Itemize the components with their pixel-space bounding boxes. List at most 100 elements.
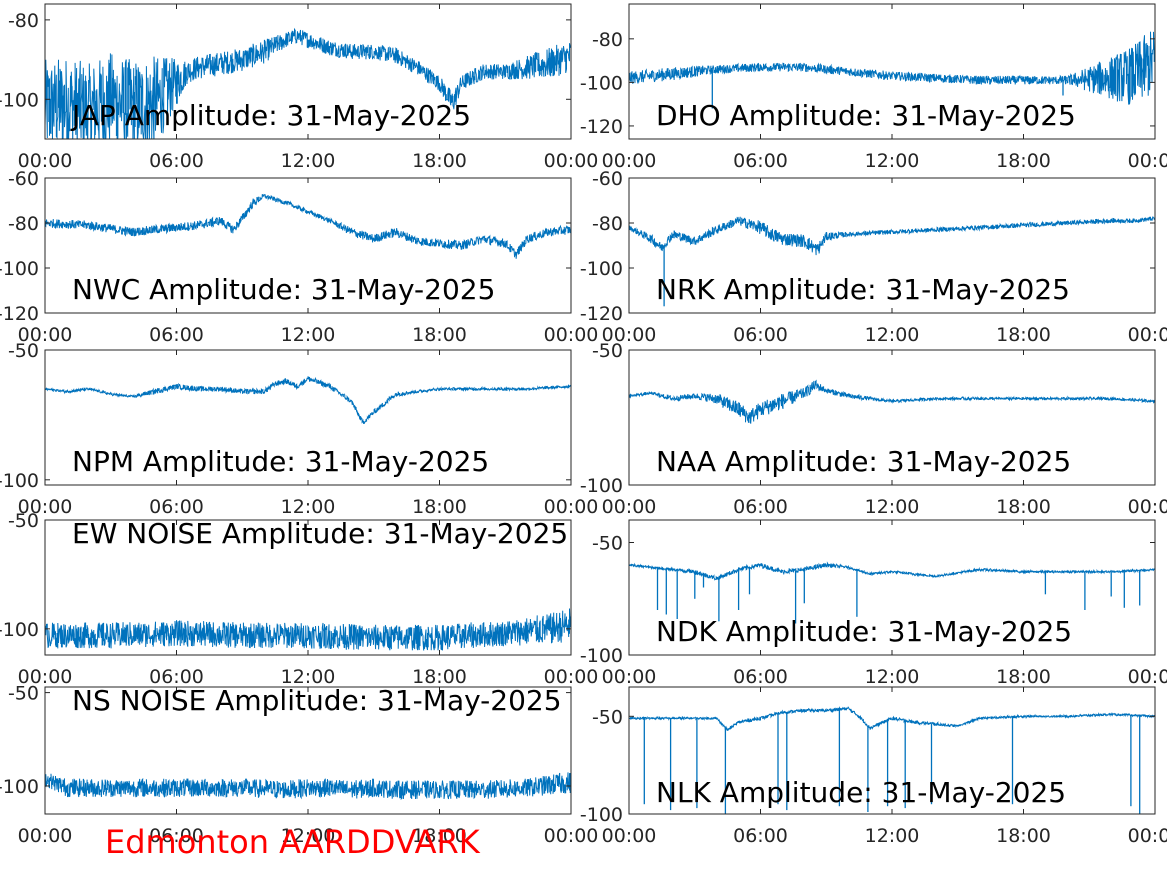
panel-3: 00:00 06:00 12:00 18:00 00:00 -60 -80 -100 -120 N… <box>580 168 1167 346</box>
x-tick-label: 18:00 <box>996 324 1051 346</box>
x-tick-label: 12:00 <box>865 324 920 346</box>
x-tick-label: 00:00 <box>1128 324 1167 346</box>
y-tick-label: -50 <box>592 706 623 728</box>
x-tick-label: 00:00 <box>18 496 73 518</box>
x-tick-label: 00:00 <box>18 825 73 847</box>
y-tick-label: -60 <box>8 168 39 190</box>
y-tick-label: -120 <box>580 116 623 138</box>
panel-1: 00:00 06:00 12:00 18:00 00:00 -80 -100 -120 DHO … <box>580 3 1167 172</box>
panel-7: 00:00 06:00 12:00 18:00 00:00 -50 -100 NDK Ampl… <box>580 519 1167 688</box>
y-tick-label: -50 <box>592 340 623 362</box>
series-trace <box>629 31 1155 105</box>
panel-title: NAA Amplitude: 31-May-2025 <box>656 445 1071 478</box>
y-tick-label: -100 <box>0 258 39 280</box>
y-tick-label: -50 <box>8 683 39 705</box>
panel-title: JAP Amplitude: 31-May-2025 <box>70 99 471 132</box>
x-tick-label: 00:00 <box>1128 666 1167 688</box>
x-tick-label: 06:00 <box>149 150 204 172</box>
y-tick-label: -50 <box>8 340 39 362</box>
x-tick-label: 00:00 <box>602 496 657 518</box>
y-tick-label: -100 <box>580 258 623 280</box>
x-tick-label: 18:00 <box>996 496 1051 518</box>
x-tick-label: 06:00 <box>733 496 788 518</box>
x-tick-label: 18:00 <box>412 150 467 172</box>
x-tick-label: 00:00 <box>602 666 657 688</box>
panel-8: 00:00 06:00 12:00 18:00 00:00 -50 -100 NS NOISE… <box>0 683 598 847</box>
y-tick-label: -100 <box>580 475 623 497</box>
y-tick-label: -80 <box>592 213 623 235</box>
x-tick-label: 18:00 <box>412 666 467 688</box>
x-tick-label: 00:00 <box>1128 825 1167 847</box>
panel-title: DHO Amplitude: 31-May-2025 <box>656 99 1076 132</box>
panel-9: 00:00 06:00 12:00 18:00 00:00 -50 -100 NLK Ampl… <box>580 686 1167 847</box>
series-trace <box>45 608 571 651</box>
x-tick-label: 06:00 <box>149 496 204 518</box>
y-tick-label: -60 <box>592 168 623 190</box>
y-tick-label: -120 <box>580 303 623 325</box>
series-trace <box>45 27 571 139</box>
x-tick-label: 00:00 <box>602 324 657 346</box>
x-tick-label: 00:00 <box>18 324 73 346</box>
panel-title: NS NOISE Amplitude: 31-May-2025 <box>72 684 562 717</box>
y-tick-label: -100 <box>580 804 623 826</box>
series-trace <box>45 772 571 800</box>
x-tick-label: 00:00 <box>544 496 599 518</box>
x-tick-label: 00:00 <box>544 150 599 172</box>
series-trace <box>629 379 1155 424</box>
x-tick-label: 12:00 <box>281 150 336 172</box>
panel-title: NPM Amplitude: 31-May-2025 <box>72 445 489 478</box>
x-tick-label: 06:00 <box>733 666 788 688</box>
x-tick-label: 00:00 <box>18 150 73 172</box>
x-tick-label: 12:00 <box>865 825 920 847</box>
panel-4: 00:00 06:00 12:00 18:00 00:00 -50 -100 NPM Ampl… <box>0 340 598 518</box>
series-trace <box>629 216 1155 256</box>
series-trace <box>629 561 1155 581</box>
x-tick-label: 18:00 <box>996 150 1051 172</box>
panel-5: 00:00 06:00 12:00 18:00 00:00 -50 -100 NAA Ampl… <box>580 340 1167 518</box>
panel-title: NDK Amplitude: 31-May-2025 <box>656 615 1072 648</box>
y-tick-label: -80 <box>8 213 39 235</box>
x-tick-label: 18:00 <box>996 666 1051 688</box>
x-tick-label: 00:00 <box>544 666 599 688</box>
x-tick-label: 06:00 <box>149 825 204 847</box>
panel-title: EW NOISE Amplitude: 31-May-2025 <box>72 517 568 550</box>
panel-title: NRK Amplitude: 31-May-2025 <box>656 273 1070 306</box>
y-tick-label: -100 <box>0 776 39 798</box>
x-tick-label: 00:00 <box>544 324 599 346</box>
x-tick-label: 18:00 <box>412 496 467 518</box>
series-trace <box>45 193 571 259</box>
x-tick-label: 06:00 <box>733 150 788 172</box>
y-tick-label: -100 <box>580 72 623 94</box>
panel-2: 00:00 06:00 12:00 18:00 00:00 -60 -80 -100 -120 N… <box>0 168 598 346</box>
panel-title: NWC Amplitude: 31-May-2025 <box>72 273 495 306</box>
series-trace <box>45 376 571 424</box>
x-tick-label: 00:00 <box>18 666 73 688</box>
x-tick-label: 12:00 <box>865 150 920 172</box>
x-tick-label: 12:00 <box>281 825 336 847</box>
y-tick-label: -100 <box>0 89 39 111</box>
station-label: Edmonton AARDDVARK <box>105 823 481 861</box>
x-tick-label: 00:00 <box>544 825 599 847</box>
x-tick-label: 12:00 <box>281 496 336 518</box>
series-trace <box>629 706 1155 731</box>
x-tick-label: 00:00 <box>1128 150 1167 172</box>
y-tick-label: -100 <box>580 645 623 667</box>
x-tick-label: 12:00 <box>865 666 920 688</box>
y-tick-label: -80 <box>8 10 39 32</box>
x-tick-label: 18:00 <box>412 324 467 346</box>
y-tick-label: -50 <box>592 533 623 555</box>
x-tick-label: 12:00 <box>865 496 920 518</box>
x-tick-label: 00:00 <box>602 825 657 847</box>
y-tick-label: -80 <box>592 29 623 51</box>
x-tick-label: 12:00 <box>281 324 336 346</box>
panel-6: 00:00 06:00 12:00 18:00 00:00 -50 -100 EW NOISE… <box>0 510 598 688</box>
x-tick-label: 06:00 <box>733 324 788 346</box>
panel-title: NLK Amplitude: 31-May-2025 <box>656 776 1066 809</box>
x-tick-label: 06:00 <box>149 666 204 688</box>
y-tick-label: -100 <box>0 619 39 641</box>
x-tick-label: 06:00 <box>733 825 788 847</box>
y-tick-label: -50 <box>8 510 39 532</box>
y-tick-label: -100 <box>0 470 39 492</box>
x-tick-label: 00:00 <box>1128 496 1167 518</box>
